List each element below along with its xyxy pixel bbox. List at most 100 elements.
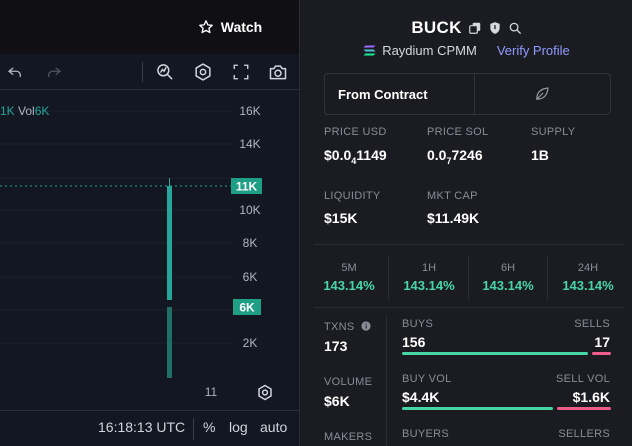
price-usd-zeros: 4 [351,155,357,166]
buy-vol-label: BUY VOL [402,373,452,385]
change-6h[interactable]: 6H 143.14% [468,256,548,302]
change-value: 143.14% [562,278,614,293]
legend-vol-value: 6K [34,104,50,118]
utc-clock[interactable]: 16:18:13 UTC [98,419,186,435]
dex-row: Raydium CPMM Verify Profile [300,43,632,58]
buys-sells-bar [402,352,611,355]
time-axis-tick: 11 [205,385,218,399]
price-sol-prefix: 0.0 [427,147,447,163]
price-candle-wick [169,178,170,188]
mktcap-value: $11.49K [427,210,480,226]
chart-panel: Watch 16K14K10K8K6K4K2K 11K [0,0,299,446]
price-axis-tick: 14K [239,137,260,151]
price-badge-bg [231,178,262,194]
buy-vol-value: $4.4K [402,389,440,405]
leaf-icon [536,87,549,100]
price-badge: 11K [236,180,258,194]
sell-vol-value: $1.6K [572,389,610,405]
price-usd-label: PRICE USD [324,126,387,138]
sells-value: 17 [594,334,610,350]
mktcap-label: MKT CAP [427,190,478,202]
price-axis-tick: 2K [243,336,258,350]
sell-vol-label: SELL VOL [556,373,610,385]
price-usd-rest: 1149 [356,147,387,163]
dex-name[interactable]: Raydium CPMM [382,43,477,58]
shield-icon[interactable] [488,21,502,35]
price-axis-tick: 6K [243,270,258,284]
change-value: 143.14% [323,278,375,293]
watch-button[interactable]: Watch [186,12,274,42]
chart-settings-icon[interactable] [258,384,272,401]
contract-box: From Contract [324,73,611,115]
redo-icon[interactable] [42,60,66,84]
change-period: 5M [341,262,357,274]
sell-vol-bar-fill [557,407,611,410]
txns-value: 173 [324,338,348,354]
price-usd-prefix: $0.0 [324,147,352,163]
change-period: 1H [421,262,437,274]
buys-bar-fill [402,352,588,355]
undo-icon[interactable] [3,60,27,84]
buys-label: BUYS [402,318,434,330]
search-icon[interactable] [508,21,522,35]
log-toggle[interactable]: log [229,419,248,435]
price-axis-tick: 8K [243,236,258,250]
makers-label: MAKERS [324,431,373,443]
price-sol-value: 0.077246 [427,147,483,166]
percent-toggle[interactable]: % [203,419,216,435]
footer-divider [193,418,194,440]
copy-icon[interactable] [468,21,482,35]
volume-badge: 6K [239,301,255,315]
change-1h[interactable]: 1H 143.14% [389,256,469,302]
buy-sell-vol-bar [402,407,611,410]
chart-toolbar [0,54,299,90]
toolbar-divider [142,62,143,82]
token-name: BUCK [411,18,462,37]
change-value: 143.14% [403,278,455,293]
from-contract-button[interactable]: From Contract [325,74,475,114]
watch-label: Watch [220,19,263,35]
column-divider [386,314,387,446]
section-divider [314,244,623,245]
price-axis-tick: 16K [239,104,260,118]
change-period: 6H [500,262,516,274]
price-axis-tick: 10K [239,203,260,217]
indicator-search-icon[interactable] [153,60,177,84]
price-chart[interactable]: 16K14K10K8K6K4K2K 11K 6K 11 [0,90,299,410]
change-divider [468,256,469,300]
solana-icon [363,45,376,56]
token-info-panel: BUCK Raydium CPMM Verify Profile From Co… [299,0,632,446]
chart-footer: 16:18:13 UTC % log auto [0,410,299,446]
settings-hex-icon[interactable] [191,60,215,84]
price-sol-zeros: 7 [446,155,452,166]
volume-bar [167,307,172,378]
legend-vol-label: Vol [18,104,35,118]
legend-prefix: 1K [0,104,15,118]
liquidity-label: LIQUIDITY [324,190,381,202]
verify-profile-link[interactable]: Verify Profile [496,43,570,58]
info-icon[interactable] [361,321,371,331]
change-divider [547,256,548,300]
txns-label-text: TXNS [324,321,355,333]
price-sol-label: PRICE SOL [427,126,489,138]
star-icon [198,20,213,34]
token-header: BUCK [300,18,632,38]
change-value: 143.14% [482,278,534,293]
chart-header: Watch [0,0,299,54]
buy-vol-bar-fill [402,407,553,410]
fullscreen-icon[interactable] [229,60,253,84]
sells-bar-fill [592,352,611,355]
leaf-button[interactable] [475,74,611,114]
buys-value: 156 [402,334,426,350]
change-period: 24H [577,262,599,274]
volume-label: VOLUME [324,376,373,388]
camera-icon[interactable] [266,60,290,84]
change-5m[interactable]: 5M 143.14% [309,256,389,302]
volume-badge-bg [233,299,261,315]
txns-label: TXNS [324,321,371,333]
change-24h[interactable]: 24H 143.14% [548,256,628,302]
auto-toggle[interactable]: auto [260,419,288,435]
chart-grid [0,110,232,344]
chart-legend: 1K Vol6K [0,104,49,118]
supply-label: SUPPLY [531,126,576,138]
